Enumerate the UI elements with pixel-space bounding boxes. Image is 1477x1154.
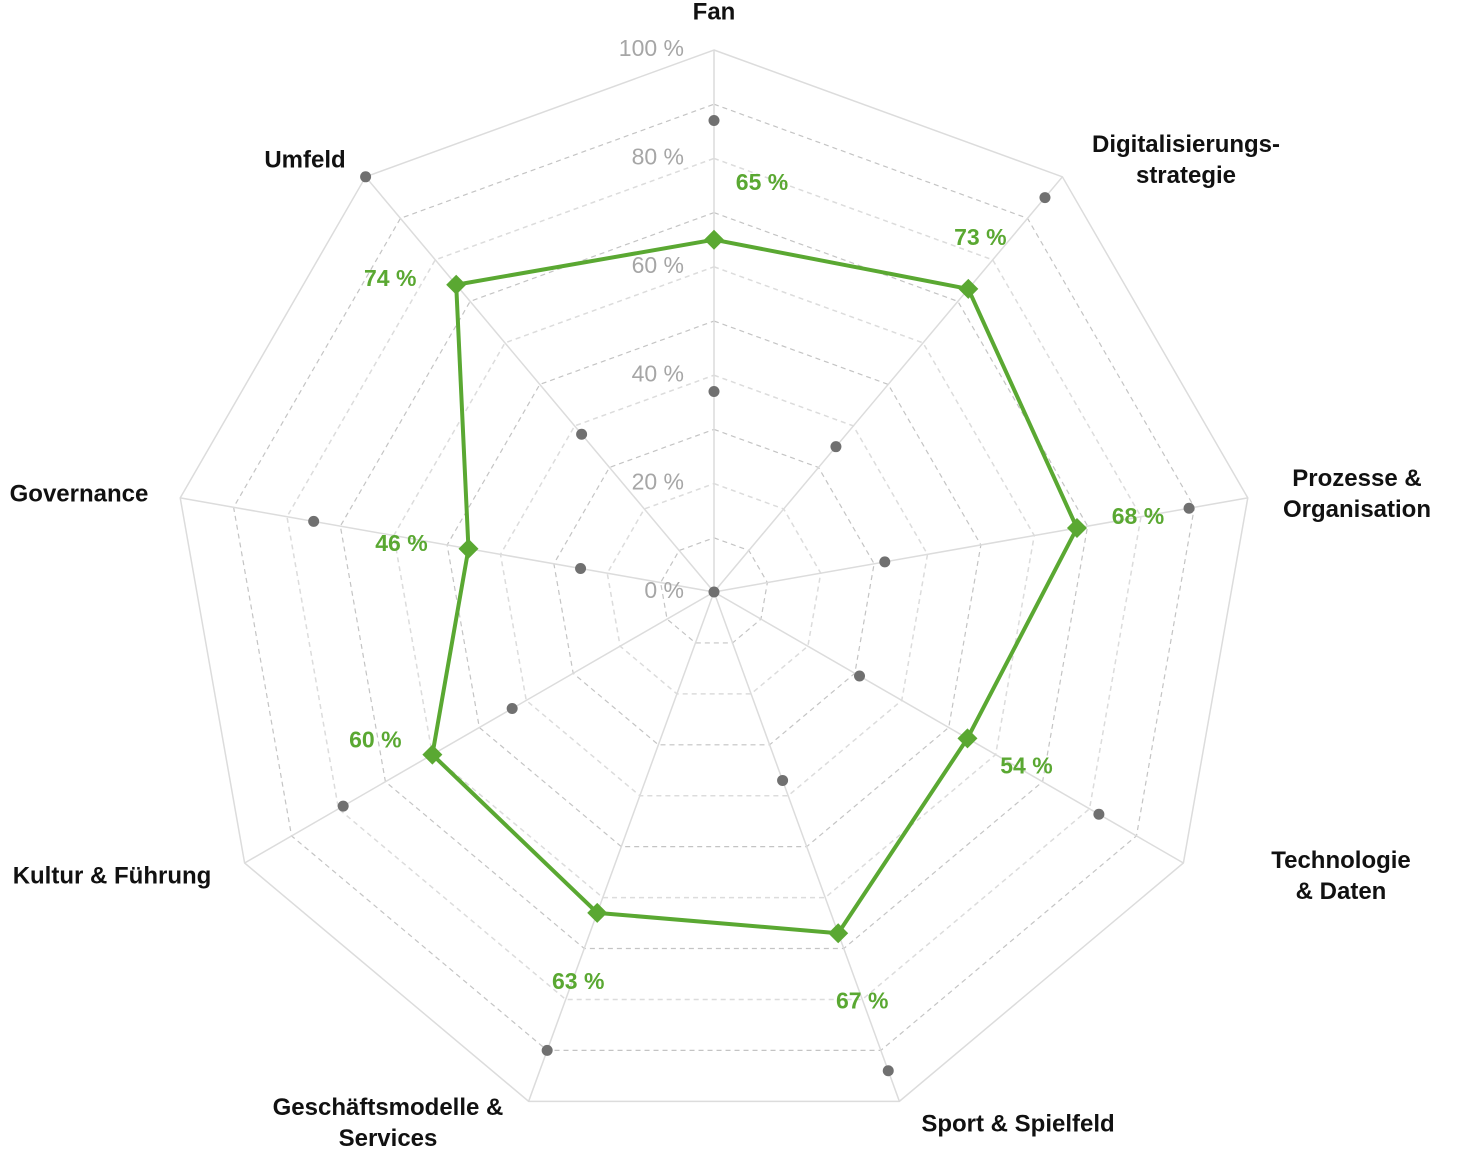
spoke xyxy=(713,497,1248,593)
category-label: Fan xyxy=(692,0,736,26)
marker xyxy=(458,538,479,559)
value-label: 46 % xyxy=(375,530,427,556)
spoke xyxy=(713,591,1184,864)
category-label: Digitalisierungs- strategie xyxy=(1091,131,1281,189)
category-label: Prozesse & Organisation xyxy=(1282,465,1432,523)
marker xyxy=(506,703,518,715)
grid-ring xyxy=(286,157,1142,1001)
marker xyxy=(879,556,891,568)
category-label: Technologie & Daten xyxy=(1271,847,1411,905)
marker xyxy=(308,515,320,527)
tick-label: 20 % xyxy=(632,469,684,495)
tick-label: 80 % xyxy=(632,143,684,169)
marker xyxy=(541,1044,553,1056)
minor-grid-ring xyxy=(339,211,1089,950)
spoke xyxy=(527,591,715,1102)
value-label: 60 % xyxy=(349,727,401,753)
marker xyxy=(958,278,979,299)
marker xyxy=(575,562,587,574)
marker xyxy=(446,274,467,295)
marker xyxy=(708,586,720,598)
marker xyxy=(882,1065,894,1077)
marker xyxy=(1093,808,1105,820)
marker xyxy=(337,800,349,812)
marker xyxy=(854,670,866,682)
spoke xyxy=(713,176,1063,593)
marker xyxy=(1183,502,1195,514)
tick-label: 100 % xyxy=(619,35,684,61)
value-label: 54 % xyxy=(1000,752,1052,778)
value-label: 74 % xyxy=(364,265,416,291)
marker xyxy=(576,428,588,440)
grid-ring xyxy=(606,482,822,695)
value-label: 73 % xyxy=(954,224,1006,250)
marker xyxy=(587,902,608,923)
marker xyxy=(708,385,720,397)
marker xyxy=(828,923,849,944)
value-label: 67 % xyxy=(836,987,888,1013)
spoke xyxy=(713,591,901,1102)
value-label: 65 % xyxy=(736,169,788,195)
value-label: 68 % xyxy=(1112,503,1164,529)
grid-ring xyxy=(179,49,1249,1103)
category-label: Kultur & Führung xyxy=(12,862,212,890)
minor-grid-ring xyxy=(659,537,769,644)
marker xyxy=(422,744,443,765)
value-label: 63 % xyxy=(552,968,604,994)
tick-label: 0 % xyxy=(644,577,684,603)
marker xyxy=(704,229,724,250)
tick-label: 40 % xyxy=(632,360,684,386)
grid-ring xyxy=(499,374,929,797)
minor-grid-ring xyxy=(232,103,1196,1051)
category-label: Governance xyxy=(9,480,149,508)
minor-grid-ring xyxy=(446,320,982,848)
spoke xyxy=(244,591,715,864)
category-label: Geschäftsmodelle & Services xyxy=(272,1094,504,1152)
spoke xyxy=(365,176,715,593)
spoke xyxy=(180,497,715,593)
marker xyxy=(1066,518,1087,539)
grid-ring xyxy=(392,266,1036,899)
category-label: Sport & Spielfeld xyxy=(921,1110,1115,1138)
marker xyxy=(777,774,789,786)
series-line xyxy=(430,237,1079,936)
marker xyxy=(957,728,978,749)
tick-label: 60 % xyxy=(632,252,684,278)
marker xyxy=(708,114,720,126)
minor-grid-ring xyxy=(553,428,875,746)
marker xyxy=(360,171,372,183)
marker xyxy=(830,441,842,453)
category-label: Umfeld xyxy=(264,146,346,174)
marker xyxy=(1039,192,1051,204)
